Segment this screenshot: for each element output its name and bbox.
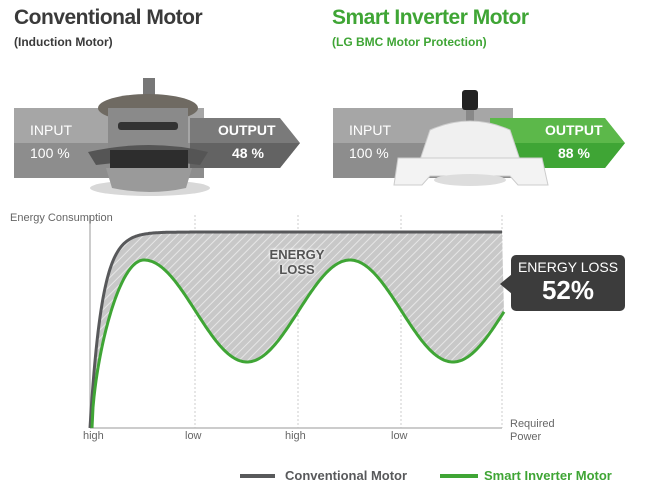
legend-label-conventional: Conventional Motor bbox=[285, 468, 408, 483]
motor-graphics bbox=[14, 78, 625, 196]
callout-label: ENERGY LOSS bbox=[517, 259, 619, 275]
inverter-output-label: OUTPUT bbox=[545, 122, 603, 138]
callout-value: 52% bbox=[541, 275, 595, 305]
x-tick-label: low bbox=[185, 430, 202, 442]
inverter-output-value: 88 % bbox=[558, 145, 590, 161]
energy-loss-area bbox=[90, 232, 504, 428]
energy-chart bbox=[88, 215, 625, 478]
induction-motor-image bbox=[88, 78, 210, 196]
x-tick-label: high bbox=[83, 430, 104, 442]
energy-loss-area-label: ENERGY LOSS bbox=[269, 247, 325, 277]
x-axis-label: Required Power bbox=[510, 418, 555, 443]
energy-loss-callout bbox=[500, 255, 625, 311]
inverter-title: Smart Inverter Motor bbox=[332, 6, 529, 29]
series-conventional-motor bbox=[88, 230, 502, 429]
inverter-subtitle: (LG BMC Motor Protection) bbox=[332, 35, 487, 49]
inverter-motor-image bbox=[393, 90, 549, 186]
series-smart-inverter-motor bbox=[90, 258, 506, 429]
conventional-output-label: OUTPUT bbox=[218, 122, 276, 138]
conventional-title: Conventional Motor bbox=[14, 6, 203, 29]
x-tick-label: low bbox=[391, 430, 408, 442]
conventional-output-value: 48 % bbox=[232, 145, 264, 161]
inverter-input-label: INPUT bbox=[349, 122, 391, 138]
conventional-subtitle: (Induction Motor) bbox=[14, 35, 113, 49]
conventional-input-label: INPUT bbox=[30, 122, 72, 138]
conventional-input-value: 100 % bbox=[30, 145, 70, 161]
y-axis-label: Energy Consumption bbox=[10, 212, 113, 224]
inverter-input-value: 100 % bbox=[349, 145, 389, 161]
legend-label-inverter: Smart Inverter Motor bbox=[484, 468, 612, 483]
x-tick-label: high bbox=[285, 430, 306, 442]
